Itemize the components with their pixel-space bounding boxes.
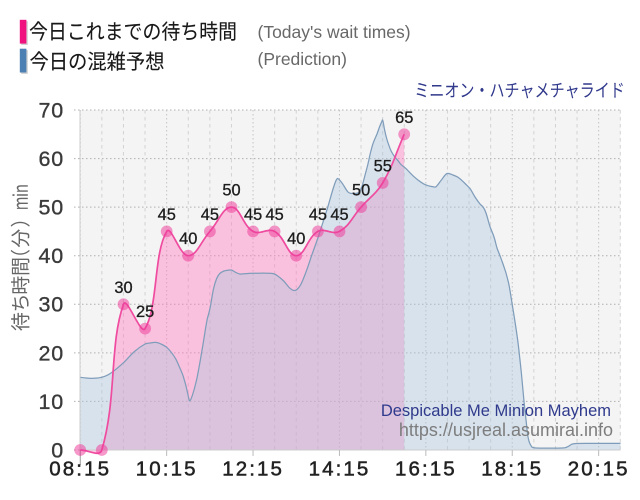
svg-text:25: 25 xyxy=(136,303,154,321)
svg-text:60: 60 xyxy=(38,147,64,171)
svg-text:https://usjreal.asumirai.info: https://usjreal.asumirai.info xyxy=(399,420,613,440)
svg-text:40: 40 xyxy=(287,230,305,248)
svg-text:40: 40 xyxy=(179,230,197,248)
svg-text:12:15: 12:15 xyxy=(222,458,284,481)
svg-text:16:15: 16:15 xyxy=(395,458,457,481)
svg-text:10:15: 10:15 xyxy=(136,458,198,481)
svg-text:50: 50 xyxy=(352,182,370,200)
svg-text:Despicable Me Minion Mayhem: Despicable Me Minion Mayhem xyxy=(381,402,611,420)
svg-text:45: 45 xyxy=(244,206,262,224)
svg-text:18:15: 18:15 xyxy=(481,458,543,481)
svg-text:10: 10 xyxy=(38,390,64,414)
svg-text:20:15: 20:15 xyxy=(568,458,630,481)
svg-text:0: 0 xyxy=(51,438,64,462)
svg-text:70: 70 xyxy=(38,98,64,122)
svg-text:(Prediction): (Prediction) xyxy=(258,49,347,69)
svg-text:45: 45 xyxy=(330,206,348,224)
svg-text:30: 30 xyxy=(38,293,64,317)
svg-text:50: 50 xyxy=(222,182,240,200)
svg-text:55: 55 xyxy=(374,157,392,175)
svg-text:(Today's wait times): (Today's wait times) xyxy=(258,22,411,42)
svg-text:65: 65 xyxy=(395,109,413,127)
svg-text:50: 50 xyxy=(38,196,64,220)
svg-text:40: 40 xyxy=(38,244,64,268)
svg-text:20: 20 xyxy=(38,341,64,365)
svg-text:45: 45 xyxy=(201,206,219,224)
svg-text:14:15: 14:15 xyxy=(309,458,371,481)
svg-text:08:15: 08:15 xyxy=(49,458,111,481)
svg-text:30: 30 xyxy=(114,279,132,297)
svg-text:45: 45 xyxy=(158,206,176,224)
svg-text:45: 45 xyxy=(309,206,327,224)
svg-text:45: 45 xyxy=(265,206,283,224)
